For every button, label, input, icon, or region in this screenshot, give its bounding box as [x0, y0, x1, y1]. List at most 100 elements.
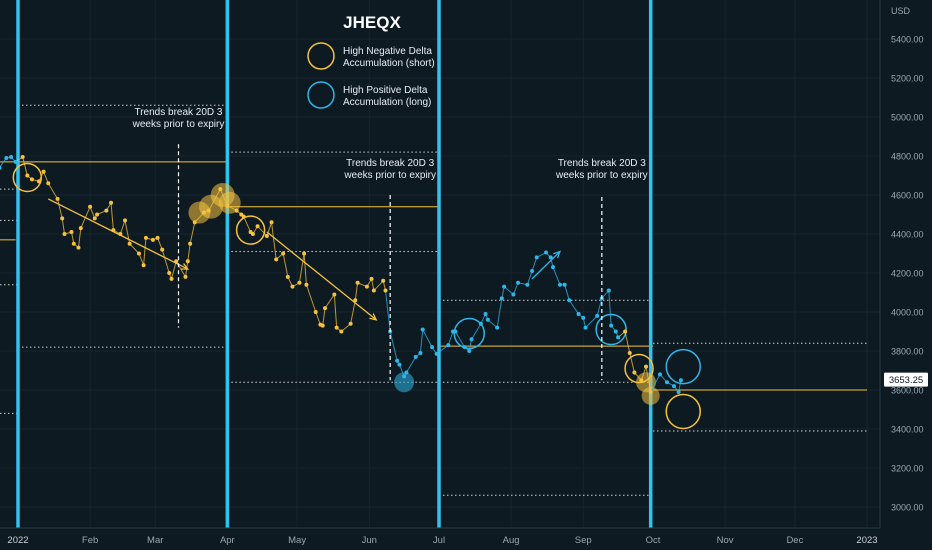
price-point	[609, 323, 614, 328]
price-point	[46, 181, 51, 186]
y-tick-label: 3200.00	[891, 464, 924, 474]
price-point	[430, 345, 435, 350]
price-segment	[322, 308, 326, 326]
price-segment	[315, 311, 321, 325]
price-point	[478, 321, 483, 326]
price-point	[0, 165, 2, 170]
price-segment	[419, 329, 424, 353]
price-point	[567, 298, 572, 303]
y-tick-label: 4800.00	[891, 152, 924, 162]
price-point	[353, 298, 358, 303]
price-point	[20, 154, 25, 159]
price-point	[250, 232, 255, 236]
price-point	[371, 288, 376, 293]
price-point	[395, 358, 400, 363]
price-point	[202, 210, 207, 215]
price-segment	[585, 315, 598, 328]
price-point	[485, 317, 490, 322]
price-point	[613, 329, 618, 334]
delta-circle	[235, 215, 266, 245]
short-trend-arrow-head	[369, 313, 378, 321]
price-point	[192, 220, 197, 225]
price-point	[516, 280, 521, 285]
price-point	[206, 208, 211, 213]
x-tick-label: 2022	[7, 535, 28, 546]
price-point	[644, 364, 649, 369]
price-point	[502, 284, 507, 289]
y-tick-label: 4000.00	[891, 308, 924, 318]
long-trend-arrow	[531, 251, 561, 280]
price-point	[150, 237, 155, 242]
price-point	[364, 284, 369, 289]
price-segment	[219, 188, 228, 206]
price-segment	[266, 222, 273, 237]
price-point	[36, 179, 41, 184]
price-point	[285, 274, 290, 279]
price-point	[290, 284, 295, 289]
legend-long-label-1: High Positive Delta	[343, 85, 428, 96]
price-segment	[552, 266, 561, 285]
price-segment	[119, 220, 126, 235]
price-segment	[189, 222, 196, 244]
y-tick-label: 3600.00	[891, 386, 924, 396]
price-point	[169, 276, 174, 281]
price-segment	[110, 202, 114, 231]
price-point	[136, 251, 141, 256]
price-segment	[208, 188, 221, 211]
price-point	[381, 278, 386, 283]
price-point	[302, 251, 307, 256]
x-axis: 2022 Feb Mar Apr May Jun Jul Aug Sep Oct Nov Dec 202…	[0, 527, 880, 546]
long-trend-arrow-head	[553, 250, 562, 259]
price-point	[355, 280, 360, 285]
price-segment	[406, 356, 417, 373]
price-point	[664, 380, 669, 385]
price-segment	[496, 298, 503, 328]
price-point	[255, 224, 260, 229]
price-segment	[282, 253, 289, 277]
price-point	[264, 233, 269, 238]
price-point	[155, 235, 160, 240]
price-point	[281, 251, 286, 256]
price-point	[434, 351, 439, 356]
price-point	[88, 204, 93, 209]
price-point	[648, 389, 653, 394]
price-point	[495, 325, 500, 330]
price-point	[462, 345, 467, 350]
price-point	[404, 370, 409, 375]
price-point	[160, 247, 165, 252]
price-point	[71, 241, 76, 246]
price-point	[304, 282, 309, 287]
y-tick-label: 5000.00	[891, 113, 924, 123]
legend-short-swatch	[307, 42, 335, 70]
price-point	[225, 203, 230, 208]
x-tick-label: Feb	[82, 535, 98, 546]
price-point	[62, 232, 67, 236]
price-point	[616, 335, 621, 340]
price-segment	[257, 225, 268, 237]
price-segment	[61, 218, 66, 235]
price-point	[241, 214, 246, 219]
price-point	[188, 241, 193, 246]
price-segment	[77, 228, 82, 248]
price-point	[141, 263, 146, 268]
price-segment	[184, 261, 189, 277]
price-segment	[650, 374, 661, 393]
price-point	[76, 245, 81, 250]
x-tick-label: Mar	[147, 535, 163, 546]
price-point	[550, 265, 555, 270]
x-tick-label: Nov	[717, 535, 734, 546]
y-axis: USD 3000.00 3200.00 3400.00 3600.00 3800.00 4…	[879, 0, 924, 528]
price-point	[446, 343, 451, 348]
price-segment	[471, 323, 482, 340]
price-point	[469, 337, 474, 342]
price-point	[269, 220, 274, 225]
price-point	[143, 235, 148, 240]
price-point	[369, 276, 374, 281]
x-tick-label: Aug	[503, 535, 520, 546]
price-point	[183, 274, 188, 279]
price-point	[581, 315, 586, 320]
y-tick-label: 4600.00	[891, 191, 924, 201]
price-point	[167, 271, 172, 275]
